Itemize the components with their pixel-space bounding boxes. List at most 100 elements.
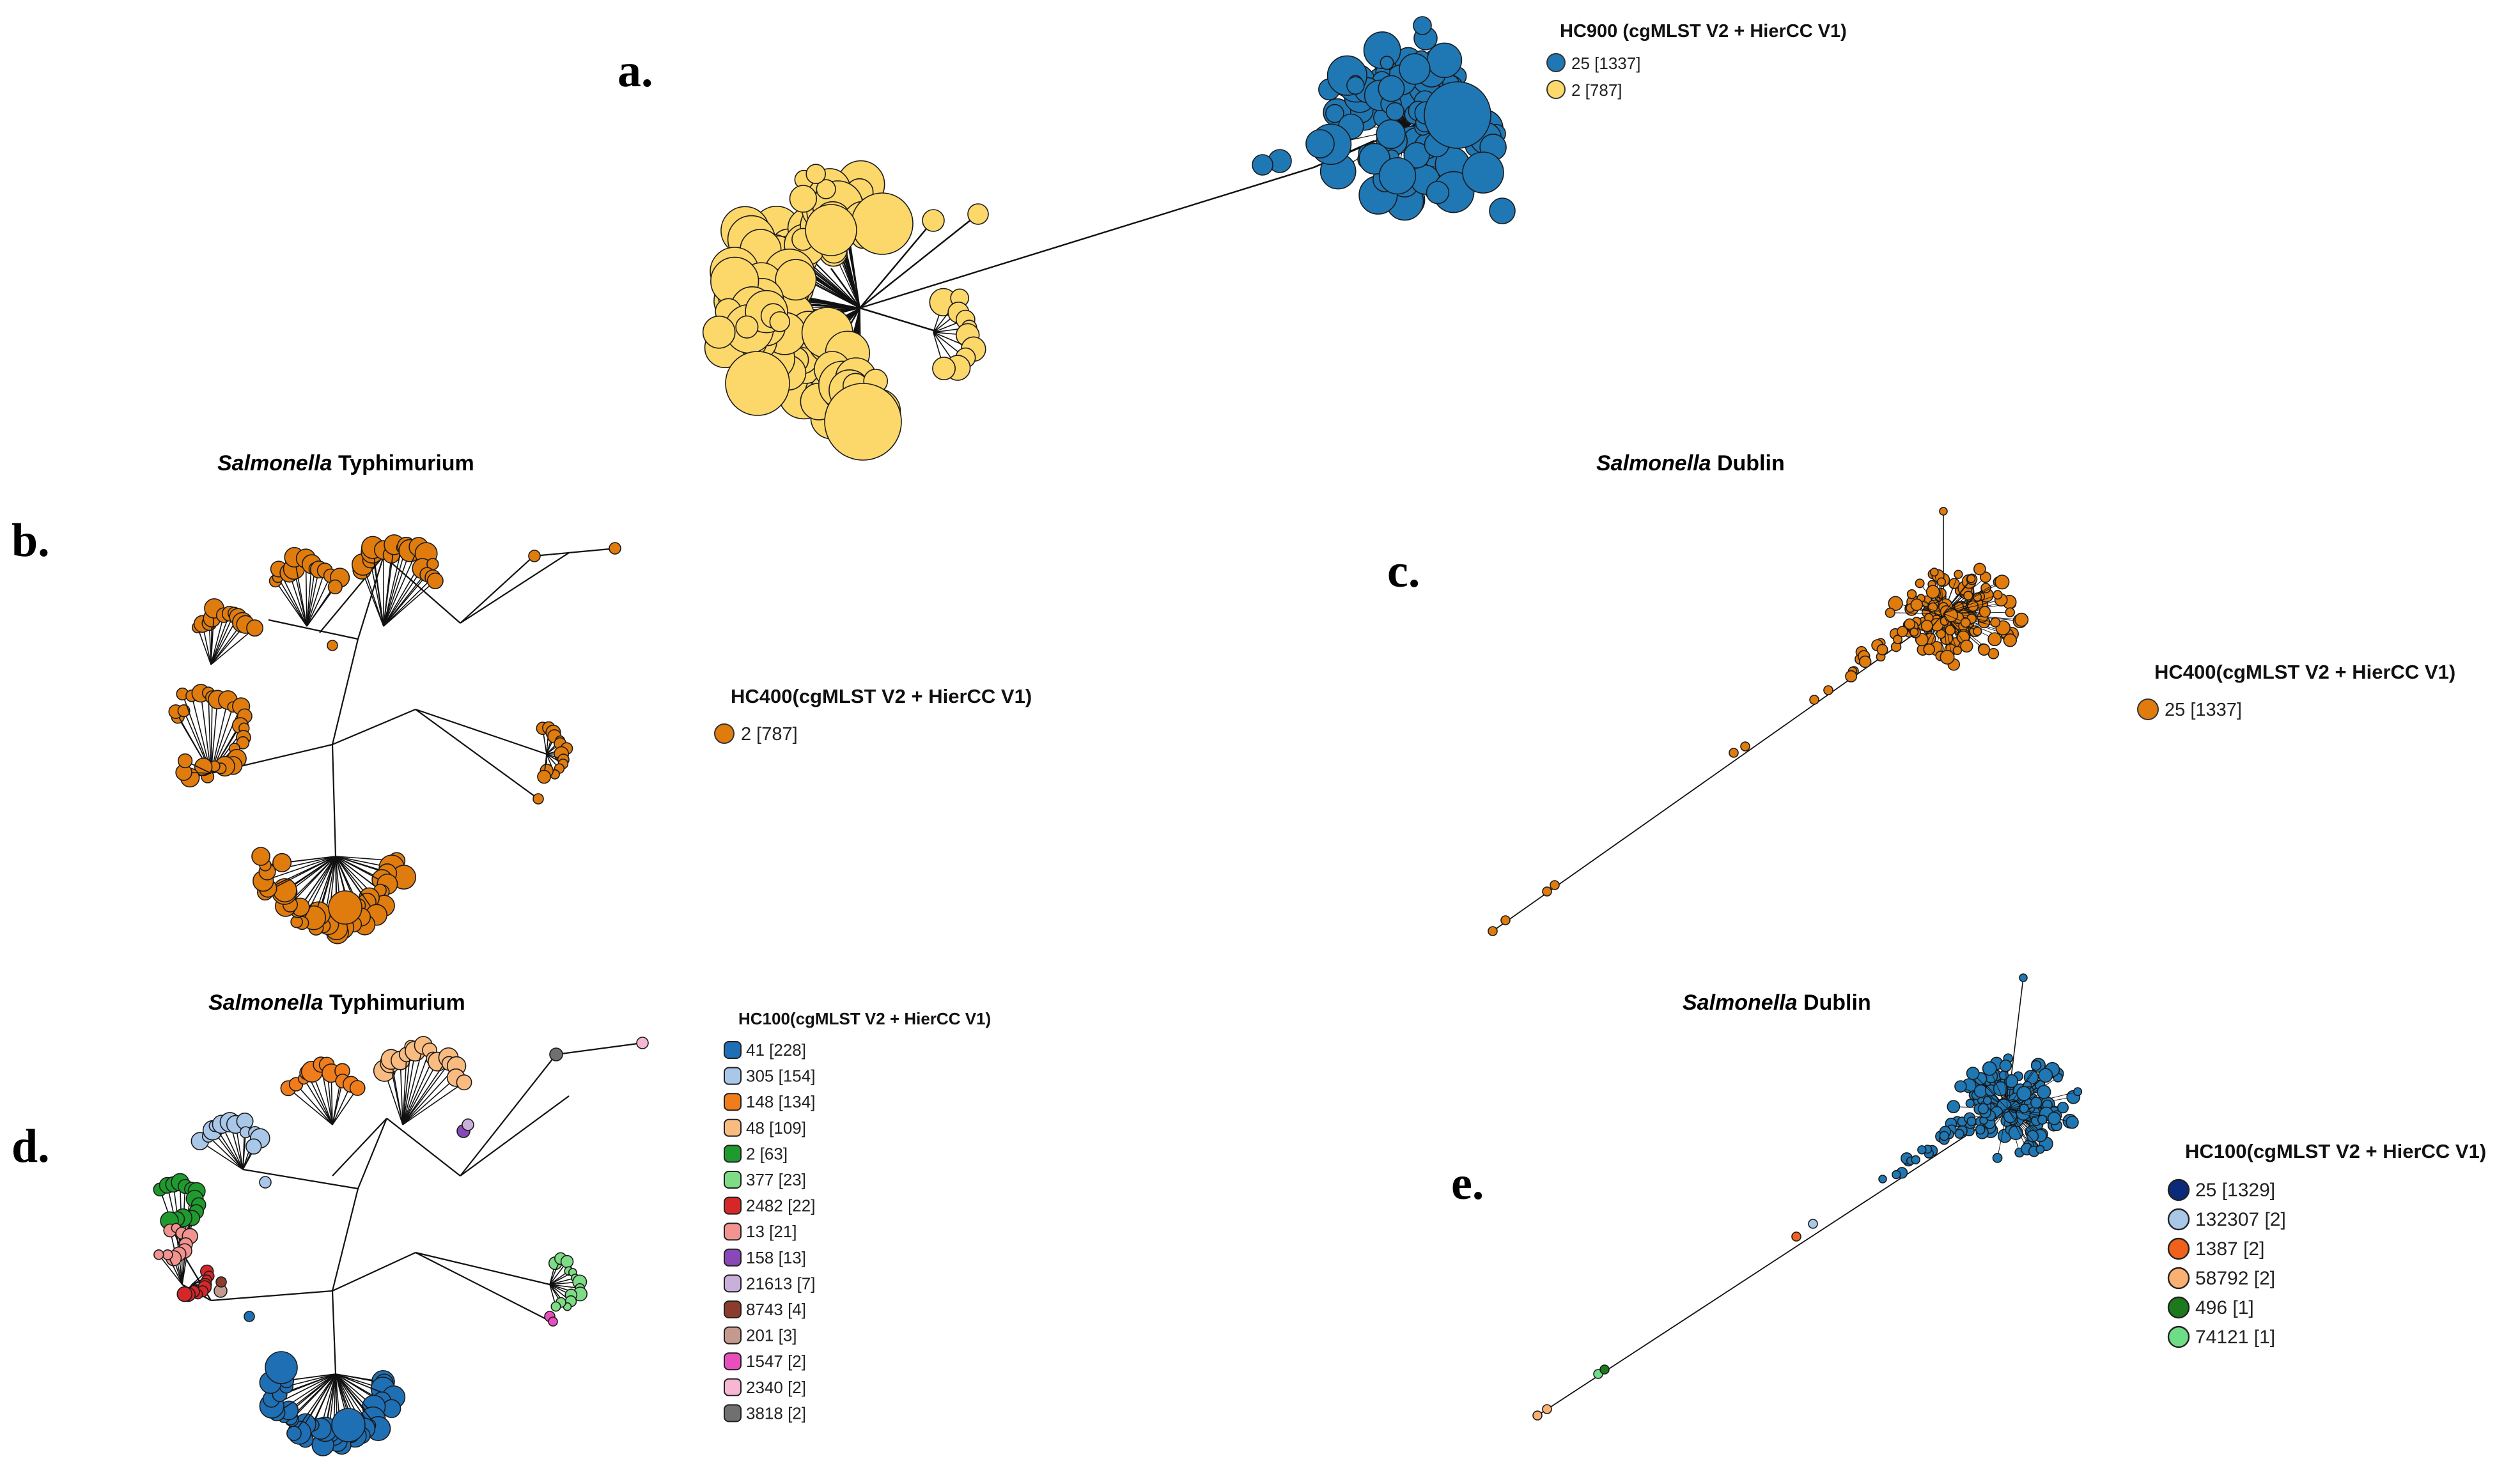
legend-label: 2 [63] <box>746 1144 788 1163</box>
tree-node <box>245 1138 262 1155</box>
legend-swatch <box>2167 1296 2190 1319</box>
tree-node <box>702 315 736 349</box>
tree-node <box>1823 685 1833 695</box>
legend-item: 158 [13] <box>724 1248 806 1267</box>
panel-a-label: a. <box>618 45 653 97</box>
tree-node <box>609 542 621 555</box>
panel-e-title-genus: Salmonella <box>1683 991 1798 1015</box>
panel-b-title: Salmonella Typhimurium <box>217 451 474 475</box>
tree-node <box>1403 142 1430 169</box>
tree-node <box>265 1351 298 1384</box>
tree-node <box>1967 600 1979 612</box>
tree-node <box>2073 1087 2083 1097</box>
legend-item: 2340 [2] <box>724 1378 806 1397</box>
tree-node <box>1945 624 1956 636</box>
tree-node <box>805 204 857 256</box>
legend-item: 305 [154] <box>724 1067 815 1086</box>
panel-d-title-genus: Salmonella <box>208 991 323 1015</box>
tree-node <box>1906 589 1917 599</box>
panel-b-title-serovar: Typhimurium <box>332 451 474 475</box>
tree-node <box>456 1074 472 1091</box>
legend-label: 377 [23] <box>746 1170 806 1189</box>
tree-node <box>1947 1100 1961 1113</box>
legend-swatch <box>724 1300 742 1318</box>
legend-swatch <box>724 1248 742 1267</box>
tree-node <box>327 640 338 651</box>
legend-label: 58792 [2] <box>2195 1268 2275 1289</box>
tree-node <box>1915 578 1925 589</box>
panel-b-label: b. <box>12 514 50 567</box>
tree-node <box>1380 56 1394 70</box>
tree-node <box>2008 1125 2023 1141</box>
tree-node <box>1488 926 1498 936</box>
legend-label: 13 [21] <box>746 1222 797 1241</box>
panel-d-legend-title: HC100(cgMLST V2 + HierCC V1) <box>738 1009 991 1028</box>
tree-node <box>1973 562 1986 576</box>
tree-node <box>2035 1145 2045 1154</box>
tree-node <box>1532 1410 1543 1421</box>
tree-node <box>2019 1104 2029 1114</box>
legend-label: 305 [154] <box>746 1067 815 1086</box>
tree-node <box>1977 1103 1989 1115</box>
legend-swatch <box>714 723 735 744</box>
legend-item: 2 [787] <box>714 723 798 745</box>
panel-e-title: Salmonella Dublin <box>1683 991 1871 1015</box>
panel-b-tree <box>168 534 621 945</box>
legend-label: 132307 [2] <box>2195 1209 2286 1230</box>
legend-item: 58792 [2] <box>2167 1267 2275 1290</box>
tree-node <box>1992 1153 2003 1163</box>
tree-node <box>1960 639 1973 653</box>
legend-item: 13 [21] <box>724 1222 797 1241</box>
legend-label: 2340 [2] <box>746 1378 806 1397</box>
legend-swatch <box>724 1352 742 1371</box>
tree-node <box>462 1118 474 1131</box>
tree-node <box>2004 1074 2019 1088</box>
tree-node <box>1910 598 1924 612</box>
legend-label: 25 [1337] <box>1571 54 1640 73</box>
panel-b-title-genus: Salmonella <box>217 451 332 475</box>
tree-node <box>2030 1097 2042 1109</box>
tree-node <box>349 1080 366 1096</box>
legend-item: 1387 [2] <box>2167 1237 2264 1260</box>
tree-node <box>1378 75 1405 102</box>
legend-item: 148 [134] <box>724 1092 815 1111</box>
tree-node <box>1993 590 2003 600</box>
tree-node <box>1413 16 1432 35</box>
tree-node <box>560 1254 574 1269</box>
legend-item: 2 [63] <box>724 1144 788 1163</box>
panel-c-title: Salmonella Dublin <box>1596 451 1785 475</box>
tree-node <box>272 853 292 872</box>
tree-node <box>550 1301 561 1312</box>
tree-node <box>2038 1068 2053 1083</box>
tree-node <box>1999 1059 2012 1072</box>
tree-node <box>1975 1124 1986 1135</box>
tree-node <box>1876 644 1888 656</box>
panel-a-blue-cluster <box>1252 16 1516 224</box>
legend-swatch <box>1546 53 1566 72</box>
tree-node <box>1979 606 1991 618</box>
legend-item: 25 [1329] <box>2167 1178 2275 1201</box>
tree-node <box>922 209 945 232</box>
legend-swatch <box>724 1404 742 1423</box>
panel-a-legend-title: HC900 (cgMLST V2 + HierCC V1) <box>1560 21 1847 42</box>
legend-swatch <box>724 1118 742 1137</box>
tree-node <box>1966 1116 1977 1127</box>
tree-node <box>2030 1060 2042 1071</box>
legend-swatch <box>2167 1267 2190 1290</box>
legend-label: 21613 [7] <box>746 1274 815 1293</box>
tree-node <box>1920 619 1933 632</box>
tree-node <box>1346 76 1365 95</box>
tree-node <box>1987 632 2002 647</box>
legend-label: 2 [787] <box>741 724 798 745</box>
tree-node <box>1995 575 2010 590</box>
legend-swatch <box>724 1145 742 1163</box>
tree-node <box>259 1176 272 1189</box>
tree-node <box>528 550 541 562</box>
tree-node <box>1929 567 1939 577</box>
legend-label: 41 [228] <box>746 1040 806 1060</box>
tree-node <box>1923 643 1935 656</box>
panel-c-title-genus: Salmonella <box>1596 451 1711 475</box>
legend-swatch <box>2167 1208 2190 1231</box>
tree-node <box>1904 618 1916 630</box>
tree-node <box>1897 626 1908 638</box>
